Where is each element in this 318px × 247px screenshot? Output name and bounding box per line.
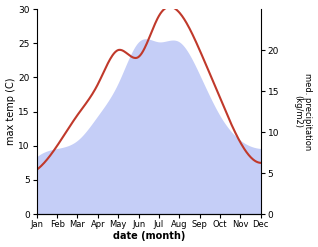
Y-axis label: med. precipitation
(kg/m2): med. precipitation (kg/m2)	[293, 73, 313, 150]
X-axis label: date (month): date (month)	[113, 231, 185, 242]
Y-axis label: max temp (C): max temp (C)	[5, 78, 16, 145]
